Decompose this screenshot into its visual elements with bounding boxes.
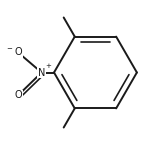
Text: N: N — [38, 68, 45, 77]
Text: −: − — [6, 46, 12, 52]
Text: O: O — [14, 47, 22, 57]
Text: O: O — [14, 90, 22, 100]
Text: +: + — [46, 63, 51, 69]
